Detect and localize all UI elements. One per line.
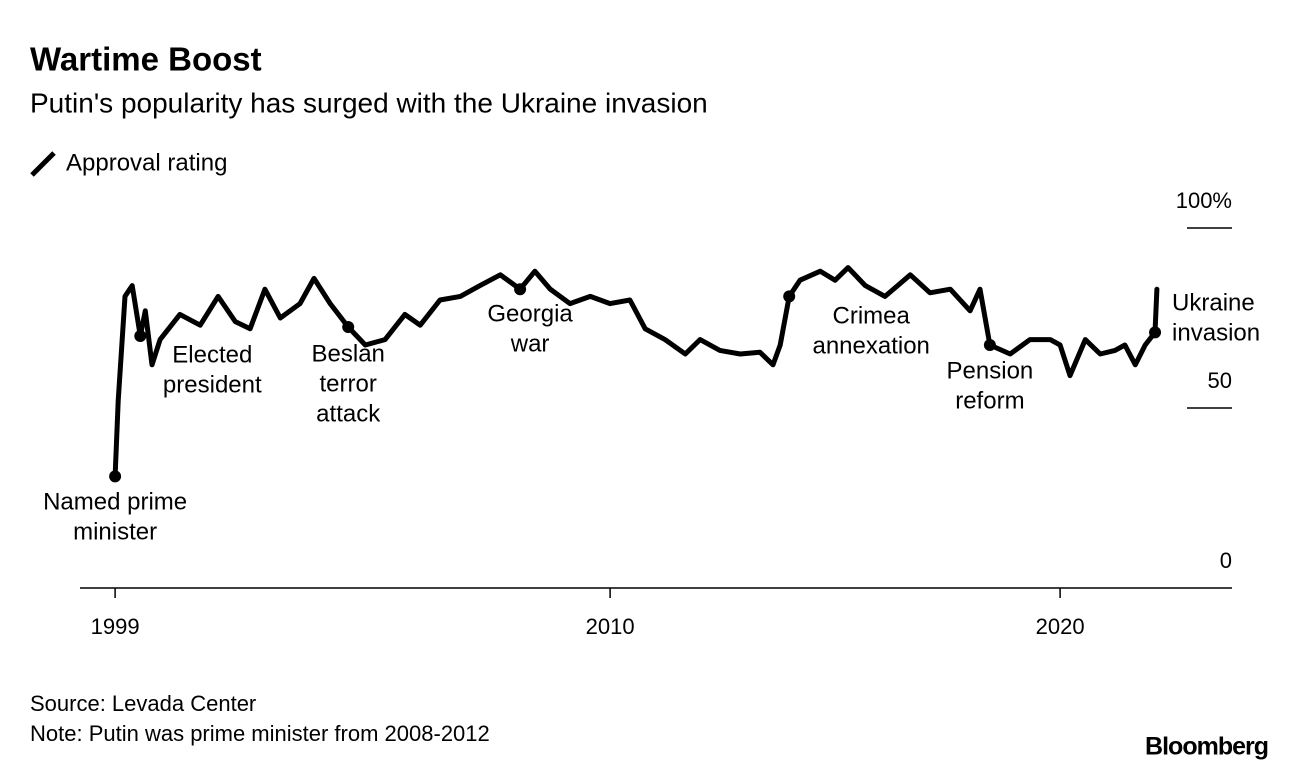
source: Source: Levada Center bbox=[30, 691, 256, 716]
chart-title: Wartime Boost bbox=[30, 41, 262, 78]
note: Note: Putin was prime minister from 2008… bbox=[30, 721, 490, 746]
x-tick-label: 1999 bbox=[91, 614, 140, 639]
approval-line bbox=[112, 265, 1160, 479]
annotation-dot bbox=[109, 470, 122, 483]
legend-label: Approval rating bbox=[66, 149, 227, 176]
annotation-label: Pension bbox=[947, 357, 1034, 384]
annotation-dot bbox=[134, 330, 147, 342]
annotation-label: attack bbox=[316, 400, 381, 427]
y-tick-label: 50 bbox=[1208, 368, 1232, 393]
annotation-label: annexation bbox=[812, 333, 929, 360]
legend-swatch bbox=[30, 151, 56, 177]
annotation-label: terror bbox=[320, 370, 377, 397]
annotation-label: Georgia bbox=[487, 301, 573, 328]
annotation-label: Named prime bbox=[43, 489, 187, 516]
annotation-label: Crimea bbox=[833, 303, 911, 330]
x-tick-label: 2020 bbox=[1036, 614, 1085, 639]
annotation-label: minister bbox=[73, 519, 157, 546]
annotation-dot bbox=[1149, 326, 1162, 339]
annotation-dot bbox=[514, 283, 527, 296]
annotation-dot bbox=[342, 321, 355, 333]
y-tick-label: 0 bbox=[1220, 548, 1232, 573]
annotation-label: president bbox=[163, 371, 262, 398]
annotation-label: invasion bbox=[1172, 320, 1260, 347]
x-tick-label: 2010 bbox=[586, 614, 635, 639]
annotation-label: Elected bbox=[172, 341, 252, 368]
chart-subtitle: Putin's popularity has surged with the U… bbox=[30, 87, 708, 118]
annotation-label: Ukraine bbox=[1172, 290, 1255, 317]
annotation-label: reform bbox=[955, 387, 1024, 414]
annotation-label: Beslan bbox=[312, 340, 385, 367]
y-tick-label: 100% bbox=[1176, 188, 1232, 213]
annotation-dot bbox=[983, 339, 996, 351]
brand-logo: Bloomberg bbox=[1145, 733, 1268, 761]
annotation-label: war bbox=[510, 331, 550, 358]
annotation-dot bbox=[783, 290, 796, 303]
